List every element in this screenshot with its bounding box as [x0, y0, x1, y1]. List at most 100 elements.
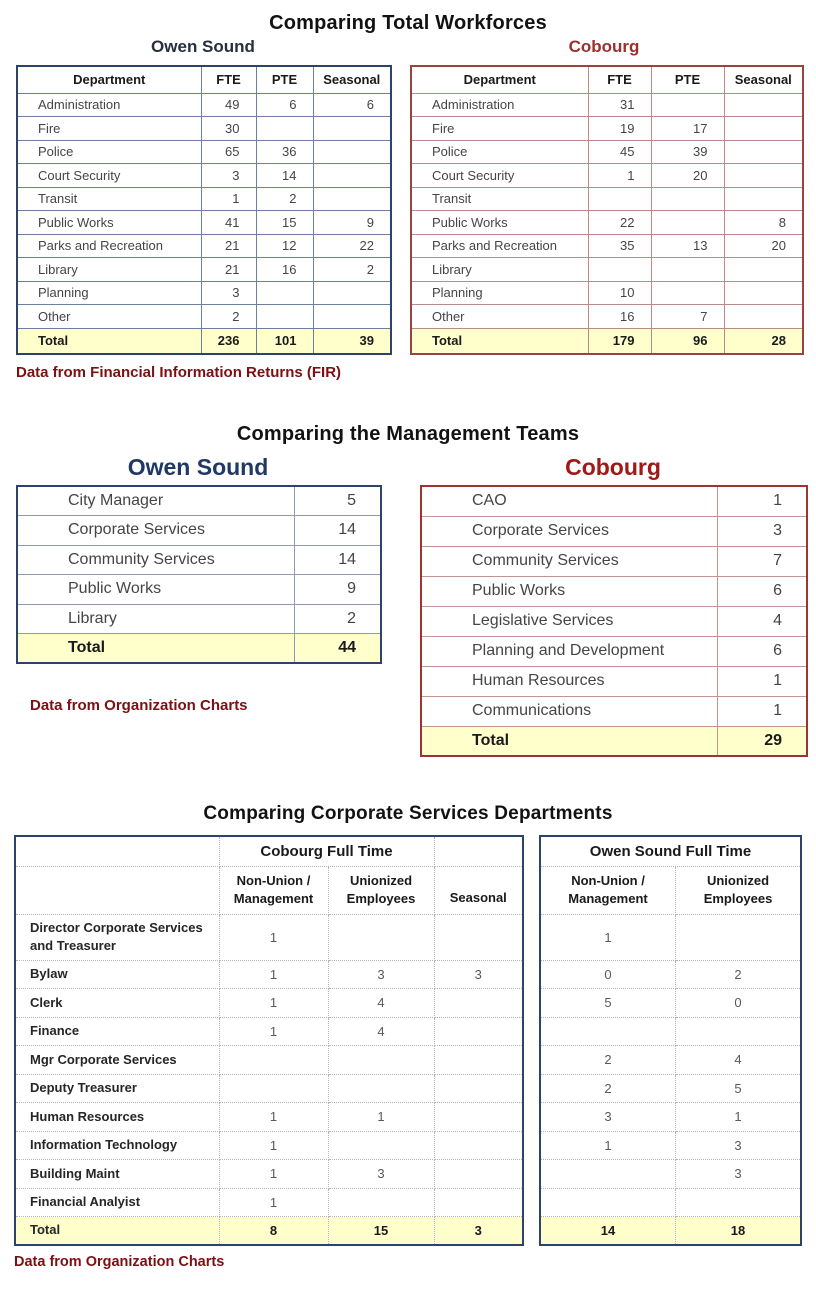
table-cell: Court Security — [410, 163, 589, 188]
table-cell: Public Works — [420, 575, 718, 607]
table-cell: 4 — [675, 1045, 802, 1075]
data-source-note: Data from Organization Charts — [30, 697, 248, 714]
table-cell: Information Technology — [14, 1130, 220, 1160]
table-row: Corporate Services 3 — [420, 515, 808, 547]
section-management-teams: Comparing the Management Teams Owen Soun… — [0, 423, 816, 757]
table-cell: City Manager — [16, 485, 295, 516]
table-cell: 0 — [675, 988, 802, 1018]
table-cell: Communications — [420, 695, 718, 727]
table-cell: Administration — [410, 92, 589, 117]
table-row: Mgr Corporate Services — [14, 1045, 524, 1075]
table-row: Library — [410, 257, 804, 282]
table-cell — [433, 1130, 524, 1160]
column-header: FTE — [587, 65, 652, 94]
column-header: Department — [16, 65, 202, 94]
owen-workforce-table: Department FTE PTE Seasonal Administrati… — [16, 65, 392, 355]
table-cell: 7 — [716, 545, 808, 577]
table-cell: 101 — [255, 327, 314, 355]
cobourg-heading: Cobourg — [568, 37, 640, 56]
table-cell: Transit — [410, 186, 589, 211]
table-row: Human Resources 1 1 — [14, 1102, 524, 1132]
table-cell: Administration — [16, 92, 202, 117]
table-cell: 2 — [675, 959, 802, 989]
table-cell: Public Works — [410, 210, 589, 235]
management-left-column: City Manager 5 Corporate Services 14 Communi… — [16, 485, 382, 714]
table-cell: 1 — [218, 1159, 329, 1189]
table-cell: 179 — [587, 327, 652, 355]
table-cell: Community Services — [16, 544, 295, 575]
table-cell: 236 — [200, 327, 257, 355]
table-cell: Court Security — [16, 163, 202, 188]
table-cell: 41 — [200, 210, 257, 235]
section-title-corporate-services: Comparing Corporate Services Departments — [203, 803, 613, 824]
table-cell: 1 — [539, 913, 677, 961]
table-group-header-row: Cobourg Full Time — [14, 835, 524, 867]
table-cell: 1 — [218, 988, 329, 1018]
table-cell: 1 — [218, 913, 329, 961]
table-row: Administration 49 6 6 — [16, 92, 392, 117]
group-header: Cobourg Full Time — [218, 835, 435, 867]
table-cell — [433, 1159, 524, 1189]
table-row: Police 65 36 — [16, 139, 392, 164]
table-cell — [723, 280, 804, 305]
table-cell: 1 — [218, 1102, 329, 1132]
table-cell: 96 — [650, 327, 725, 355]
table-row: Fire 30 — [16, 116, 392, 141]
table-cell: Bylaw — [14, 959, 220, 989]
table-cell: Library — [16, 603, 295, 634]
table-cell: 2 — [200, 304, 257, 329]
total-row: Total 236 101 39 — [16, 327, 392, 355]
table-cell — [723, 163, 804, 188]
table-cell: 3 — [716, 515, 808, 547]
table-cell: 3 — [433, 1216, 524, 1245]
table-cell: 3 — [539, 1102, 677, 1132]
table-row: 1 — [539, 913, 802, 961]
table-cell: 29 — [716, 725, 808, 757]
table-row: Human Resources 1 — [420, 665, 808, 697]
table-cell: 45 — [587, 139, 652, 164]
table-cell: 6 — [255, 92, 314, 117]
table-cell: CAO — [420, 485, 718, 517]
table-cell: 8 — [218, 1216, 329, 1245]
table-cell — [650, 210, 725, 235]
table-cell — [327, 1130, 435, 1160]
data-source-note: Data from Organization Charts — [14, 1253, 225, 1270]
column-header: Seasonal — [433, 865, 524, 915]
table-cell — [539, 1187, 677, 1217]
table-row: Police 45 39 — [410, 139, 804, 164]
table-cell: 30 — [200, 116, 257, 141]
table-row: Parks and Recreation 35 13 20 — [410, 233, 804, 258]
table-cell: 4 — [716, 605, 808, 637]
table-cell: 3 — [327, 1159, 435, 1189]
table-cell: 14 — [293, 515, 382, 546]
table-subheader-row: Non-Union / Management Unionized Employe… — [539, 865, 802, 915]
corporate-tables: Cobourg Full Time Non-Union / Management… — [0, 835, 816, 1246]
table-cell: 44 — [293, 633, 382, 664]
table-cell: 21 — [200, 233, 257, 258]
group-header: Owen Sound Full Time — [539, 835, 802, 867]
table-cell — [723, 257, 804, 282]
table-cell: 1 — [716, 485, 808, 517]
table-row: Court Security 3 14 — [16, 163, 392, 188]
table-cell: Total — [14, 1216, 220, 1245]
table-cell: Public Works — [16, 210, 202, 235]
table-row: Public Works 22 8 — [410, 210, 804, 235]
table-cell: 1 — [716, 665, 808, 697]
table-row: Community Services 14 — [16, 544, 382, 575]
column-header: Seasonal — [723, 65, 804, 94]
table-cell: 1 — [218, 1130, 329, 1160]
table-cell: Library — [410, 257, 589, 282]
table-cell: 3 — [200, 163, 257, 188]
table-cell — [255, 280, 314, 305]
table-cell: 22 — [587, 210, 652, 235]
table-cell: 2 — [312, 257, 392, 282]
table-cell: 39 — [312, 327, 392, 355]
table-row: CAO 1 — [420, 485, 808, 517]
table-cell: 6 — [312, 92, 392, 117]
table-cell — [587, 257, 652, 282]
table-cell: 15 — [327, 1216, 435, 1245]
table-cell — [433, 913, 524, 961]
data-source-note: Data from Financial Information Returns … — [16, 364, 342, 381]
table-cell — [587, 186, 652, 211]
